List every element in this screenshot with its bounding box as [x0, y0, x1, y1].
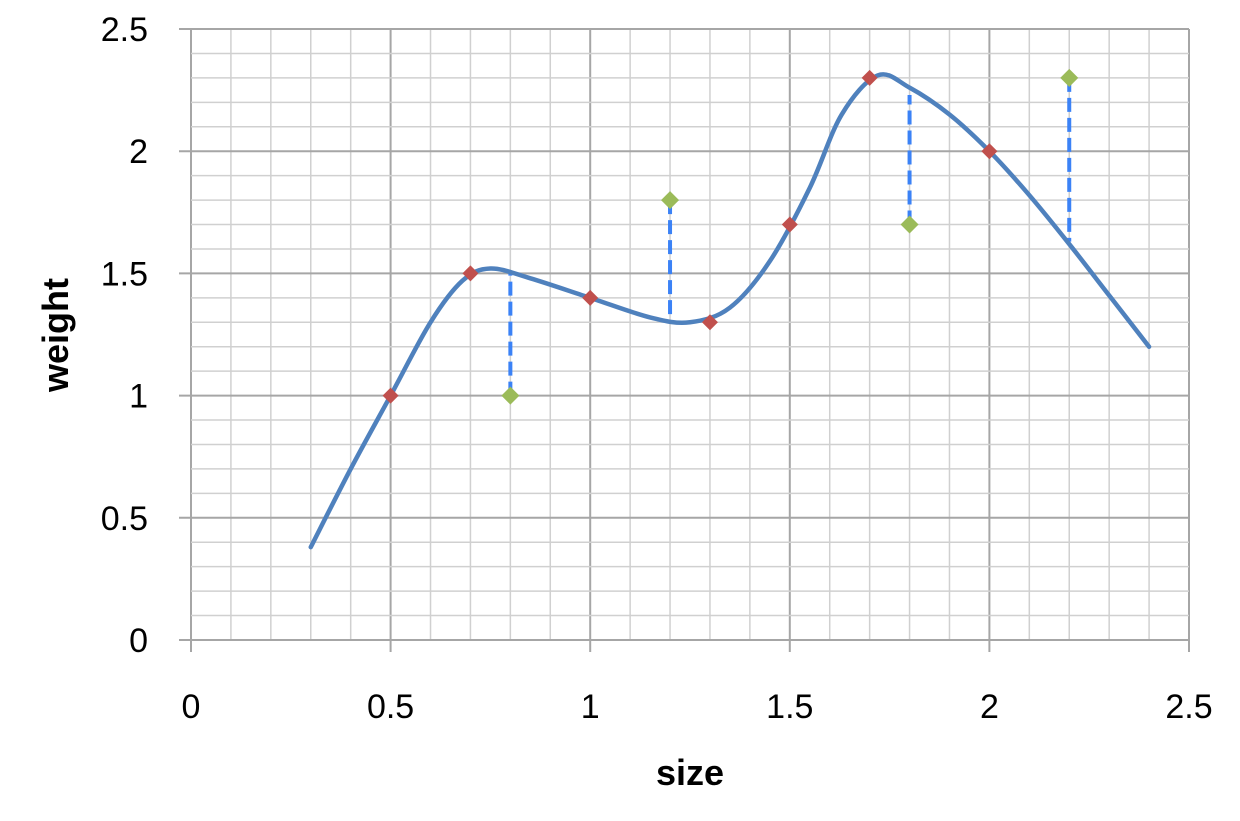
- green-data-point: [1060, 68, 1079, 87]
- red-data-point: [981, 143, 998, 160]
- y-tick-label: 1.5: [101, 255, 148, 293]
- fitted-curve: [308, 72, 1152, 550]
- red-data-point: [462, 265, 479, 282]
- x-tick-label: 0: [182, 688, 201, 726]
- x-tick-labels: 0 0.5 1 1.5 2 2.5: [182, 688, 1213, 726]
- fitted-curve-group: [308, 72, 1152, 550]
- y-tick-label: 0: [129, 622, 148, 660]
- x-tick-label: 0.5: [367, 688, 414, 726]
- red-data-point: [382, 387, 399, 404]
- y-tick-label: 0.5: [101, 500, 148, 538]
- red-data-point: [861, 69, 878, 86]
- x-tick-label: 1.5: [766, 688, 813, 726]
- green-data-point: [900, 215, 919, 234]
- red-data-point: [701, 314, 718, 331]
- residual-lines: [508, 77, 1072, 396]
- green-data-point: [501, 386, 520, 405]
- points: [382, 68, 1079, 405]
- y-tick-label: 2: [129, 133, 148, 171]
- x-tick-label: 2: [980, 688, 999, 726]
- y-tick-label: 1: [129, 378, 148, 416]
- x-tick-label: 2.5: [1165, 688, 1212, 726]
- green-data-point: [661, 191, 680, 210]
- x-tick-label: 1: [581, 688, 600, 726]
- red-data-point: [781, 216, 798, 233]
- y-tick-label: 2.5: [101, 11, 148, 49]
- y-axis-label: weight: [35, 278, 76, 393]
- grid: [179, 28, 1190, 652]
- y-tick-labels: 0 0.5 1 1.5 2 2.5: [101, 11, 148, 660]
- red-data-point: [582, 289, 599, 306]
- x-axis-label: size: [656, 752, 724, 793]
